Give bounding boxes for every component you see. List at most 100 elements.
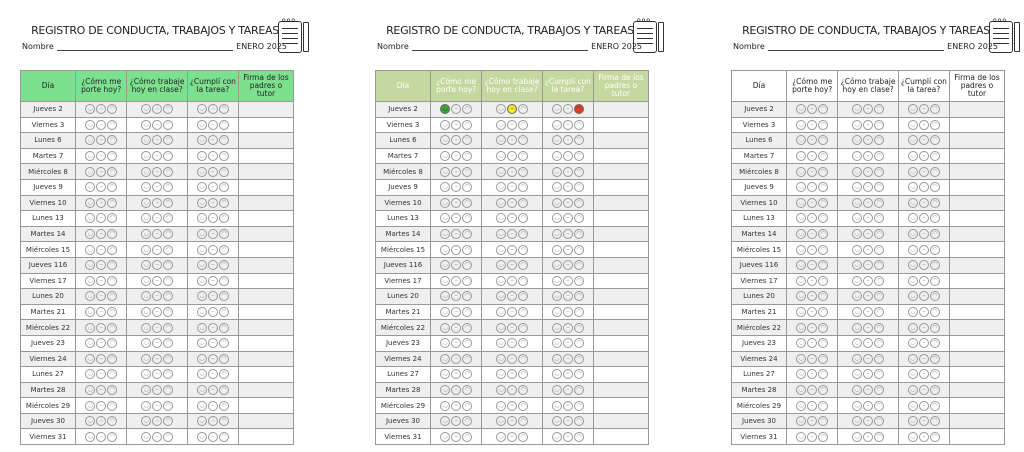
neutral-face-icon[interactable]: – (451, 416, 462, 427)
happy-face-icon[interactable]: ◡ (907, 229, 918, 240)
neutral-face-icon[interactable]: – (207, 416, 218, 427)
sad-face-icon[interactable]: ◠ (518, 322, 529, 333)
signature-cell[interactable] (592, 428, 650, 446)
signature-cell[interactable] (237, 288, 295, 305)
neutral-face-icon[interactable]: – (96, 229, 107, 240)
happy-face-icon[interactable]: ◡ (551, 260, 562, 271)
neutral-face-icon[interactable]: – (207, 213, 218, 224)
sad-face-icon[interactable]: ◠ (573, 135, 584, 146)
neutral-face-icon[interactable]: – (562, 135, 573, 146)
neutral-face-icon[interactable]: – (96, 151, 107, 162)
neutral-face-icon[interactable]: – (507, 182, 518, 193)
happy-face-icon[interactable]: ◡ (907, 322, 918, 333)
sad-face-icon[interactable]: ◠ (818, 260, 829, 271)
happy-face-icon[interactable]: ◡ (196, 291, 207, 302)
sad-face-icon[interactable]: ◠ (107, 322, 118, 333)
sad-face-icon[interactable]: ◠ (518, 416, 529, 427)
sad-face-icon[interactable]: ◠ (573, 307, 584, 318)
sad-face-icon[interactable]: ◠ (462, 275, 473, 286)
happy-face-icon[interactable]: ◡ (85, 416, 96, 427)
happy-face-icon[interactable]: ◡ (551, 353, 562, 364)
neutral-face-icon[interactable]: – (863, 338, 874, 349)
sad-face-icon[interactable]: ◠ (218, 275, 229, 286)
sad-face-icon[interactable]: ◠ (818, 291, 829, 302)
sad-face-icon[interactable]: ◠ (518, 275, 529, 286)
signature-cell[interactable] (237, 147, 295, 165)
neutral-face-icon[interactable]: – (562, 119, 573, 130)
neutral-face-icon[interactable]: – (807, 213, 818, 224)
happy-face-icon[interactable]: ◡ (196, 416, 207, 427)
happy-face-icon[interactable]: ◡ (551, 104, 562, 115)
neutral-face-icon[interactable]: – (96, 416, 107, 427)
happy-face-icon[interactable]: ◡ (141, 353, 152, 364)
signature-cell[interactable] (237, 116, 295, 134)
happy-face-icon[interactable]: ◡ (196, 197, 207, 208)
sad-face-icon[interactable]: ◠ (163, 338, 174, 349)
sad-face-icon[interactable]: ◠ (874, 431, 885, 442)
sad-face-icon[interactable]: ◠ (107, 260, 118, 271)
signature-cell[interactable] (592, 381, 650, 399)
sad-face-icon[interactable]: ◠ (107, 104, 118, 115)
happy-face-icon[interactable]: ◡ (796, 166, 807, 177)
happy-face-icon[interactable]: ◡ (852, 229, 863, 240)
neutral-face-icon[interactable]: – (562, 151, 573, 162)
sad-face-icon[interactable]: ◠ (573, 182, 584, 193)
neutral-face-icon[interactable]: – (96, 431, 107, 442)
neutral-face-icon[interactable]: – (451, 104, 462, 115)
sad-face-icon[interactable]: ◠ (163, 400, 174, 411)
neutral-face-icon[interactable]: – (807, 197, 818, 208)
neutral-face-icon[interactable]: – (207, 197, 218, 208)
neutral-face-icon[interactable]: – (451, 151, 462, 162)
sad-face-icon[interactable]: ◠ (818, 182, 829, 193)
happy-face-icon[interactable]: ◡ (551, 119, 562, 130)
sad-face-icon[interactable]: ◠ (874, 229, 885, 240)
happy-face-icon[interactable]: ◡ (496, 260, 507, 271)
sad-face-icon[interactable]: ◠ (163, 151, 174, 162)
sad-face-icon[interactable]: ◠ (462, 166, 473, 177)
sad-face-icon[interactable]: ◠ (163, 119, 174, 130)
happy-face-icon[interactable]: ◡ (496, 104, 507, 115)
signature-cell[interactable] (948, 163, 1006, 180)
neutral-face-icon[interactable]: – (152, 307, 163, 318)
signature-cell[interactable] (948, 428, 1006, 446)
neutral-face-icon[interactable]: – (863, 400, 874, 411)
neutral-face-icon[interactable]: – (562, 197, 573, 208)
neutral-face-icon[interactable]: – (807, 338, 818, 349)
sad-face-icon[interactable]: ◠ (163, 322, 174, 333)
happy-face-icon[interactable]: ◡ (196, 151, 207, 162)
sad-face-icon[interactable]: ◠ (518, 260, 529, 271)
happy-face-icon[interactable]: ◡ (196, 307, 207, 318)
sad-face-icon[interactable]: ◠ (163, 104, 174, 115)
signature-cell[interactable] (592, 350, 650, 368)
happy-face-icon[interactable]: ◡ (440, 416, 451, 427)
sad-face-icon[interactable]: ◠ (163, 369, 174, 380)
signature-cell[interactable] (948, 225, 1006, 243)
sad-face-icon[interactable]: ◠ (818, 384, 829, 395)
sad-face-icon[interactable]: ◠ (107, 197, 118, 208)
happy-face-icon[interactable]: ◡ (551, 291, 562, 302)
happy-face-icon[interactable]: ◡ (440, 322, 451, 333)
neutral-face-icon[interactable]: – (807, 119, 818, 130)
happy-face-icon[interactable]: ◡ (440, 291, 451, 302)
neutral-face-icon[interactable]: – (152, 338, 163, 349)
happy-face-icon[interactable]: ◡ (196, 119, 207, 130)
sad-face-icon[interactable]: ◠ (462, 291, 473, 302)
happy-face-icon[interactable]: ◡ (907, 275, 918, 286)
neutral-face-icon[interactable]: – (863, 244, 874, 255)
happy-face-icon[interactable]: ◡ (852, 119, 863, 130)
sad-face-icon[interactable]: ◠ (218, 166, 229, 177)
sad-face-icon[interactable]: ◠ (218, 244, 229, 255)
neutral-face-icon[interactable]: – (863, 431, 874, 442)
happy-face-icon[interactable]: ◡ (85, 166, 96, 177)
signature-cell[interactable] (237, 412, 295, 430)
neutral-face-icon[interactable]: – (562, 353, 573, 364)
happy-face-icon[interactable]: ◡ (440, 244, 451, 255)
happy-face-icon[interactable]: ◡ (196, 338, 207, 349)
sad-face-icon[interactable]: ◠ (218, 260, 229, 271)
neutral-face-icon[interactable]: – (207, 260, 218, 271)
signature-cell[interactable] (948, 366, 1006, 383)
neutral-face-icon[interactable]: – (918, 197, 929, 208)
happy-face-icon[interactable]: ◡ (907, 213, 918, 224)
neutral-face-icon[interactable]: – (807, 322, 818, 333)
happy-face-icon[interactable]: ◡ (440, 104, 451, 115)
